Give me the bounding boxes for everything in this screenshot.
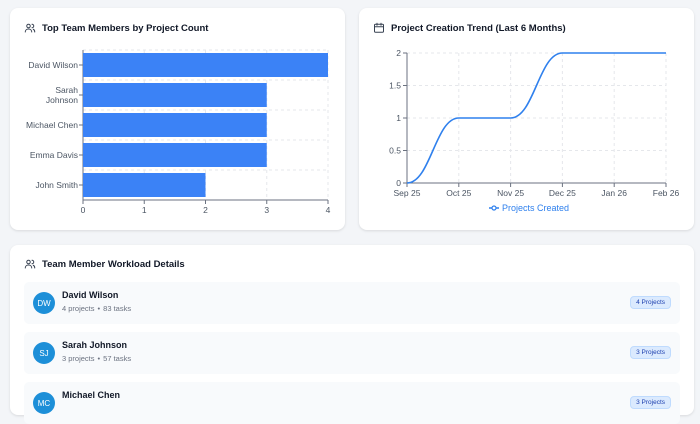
bar: [83, 53, 328, 77]
workload-row-michael-chen[interactable]: MC Michael Chen 3 Projects: [24, 382, 680, 424]
project-count: 3 projects: [62, 354, 95, 363]
bar: [83, 173, 206, 197]
legend-label: Projects Created: [502, 203, 569, 213]
y-tick-label-line: John Smith: [35, 180, 78, 190]
bar: [83, 83, 267, 107]
x-tick-label: Feb 26: [653, 188, 680, 198]
x-tick-label: Dec 25: [549, 188, 576, 198]
y-tick-label: 0: [396, 178, 401, 188]
calendar-icon: [374, 22, 384, 33]
workload-row-david-wilson[interactable]: DW David Wilson 4 projects • 83 tasks 4 Pr…: [24, 282, 680, 324]
x-tick-label: 2: [203, 205, 208, 215]
task-count: 57 tasks: [103, 354, 132, 363]
avatar: MC: [33, 392, 55, 414]
member-name: David Wilson: [62, 290, 119, 300]
member-stats: 4 projects • 83 tasks: [62, 304, 131, 313]
y-tick-label-line: Michael Chen: [26, 120, 78, 130]
x-tick-label: 4: [326, 205, 331, 215]
y-tick-label: Emma Davis: [30, 150, 78, 160]
users-icon: [24, 23, 36, 33]
y-tick-label: Michael Chen: [26, 120, 78, 130]
y-tick-label: 0.5: [389, 146, 401, 156]
workload-title: Team Member Workload Details: [42, 258, 185, 270]
y-tick-label-line: David Wilson: [28, 60, 78, 70]
y-tick-label: Sarah Johnson: [46, 85, 78, 105]
y-tick-label: David Wilson: [28, 60, 78, 70]
x-tick-label: Nov 25: [497, 188, 524, 198]
bar: [83, 143, 267, 167]
y-tick-label-line: Sarah: [55, 85, 78, 95]
x-tick-label: 0: [81, 205, 86, 215]
y-tick-label-line: Johnson: [46, 95, 78, 105]
member-stats: 3 projects • 57 tasks: [62, 354, 131, 363]
series-line: [406, 52, 666, 184]
y-tick-label: 2: [396, 48, 401, 58]
trend-line-chart: 0 0.5 1 1.5 2 Sep 25 Oct 25 Nov 25 Dec 25 Jan 26 F…: [389, 48, 680, 213]
projects-badge: 4 Projects: [630, 296, 671, 309]
x-tick-label: Sep 25: [394, 188, 421, 198]
x-tick-label: 3: [264, 205, 269, 215]
member-name: Michael Chen: [62, 390, 121, 400]
avatar: DW: [33, 292, 55, 314]
workload-card: Team Member Workload Details DW David Wi…: [10, 245, 694, 424]
project-count: 4 projects: [62, 304, 95, 313]
trend-card: Project Creation Trend (Last 6 Months) 0…: [359, 8, 694, 230]
trend-title: Project Creation Trend (Last 6 Months): [391, 22, 566, 34]
member-name: Sarah Johnson: [62, 340, 128, 350]
stats-separator: •: [97, 354, 101, 363]
users-icon: [24, 259, 36, 269]
top-members-card: Top Team Members by Project Count David …: [10, 8, 345, 230]
y-tick-label: John Smith: [35, 180, 78, 190]
y-tick-label-line: Emma Davis: [30, 150, 78, 160]
workload-row-sarah-johnson[interactable]: SJ Sarah Johnson 3 projects • 57 tasks 3 P…: [24, 332, 680, 374]
x-tick-label: 1: [142, 205, 147, 215]
stats-separator: •: [97, 304, 101, 313]
workload-header: Team Member Workload Details: [24, 258, 185, 270]
x-tick-label: Jan 26: [601, 188, 627, 198]
avatar: SJ: [33, 342, 55, 364]
task-count: 83 tasks: [103, 304, 132, 313]
top-members-title: Top Team Members by Project Count: [42, 22, 209, 34]
x-tick-label: Oct 25: [446, 188, 471, 198]
y-tick-label: 1: [396, 113, 401, 123]
y-tick-label: 1.5: [389, 81, 401, 91]
trend-header: Project Creation Trend (Last 6 Months): [373, 22, 566, 34]
legend-marker: [491, 205, 497, 211]
top-members-header: Top Team Members by Project Count: [24, 22, 208, 34]
projects-badge: 3 Projects: [630, 346, 671, 359]
projects-badge: 3 Projects: [630, 396, 671, 409]
members-bar-chart: David Wilson Sarah Johnson Michael Chen Emma…: [26, 49, 331, 215]
bar: [83, 113, 267, 137]
